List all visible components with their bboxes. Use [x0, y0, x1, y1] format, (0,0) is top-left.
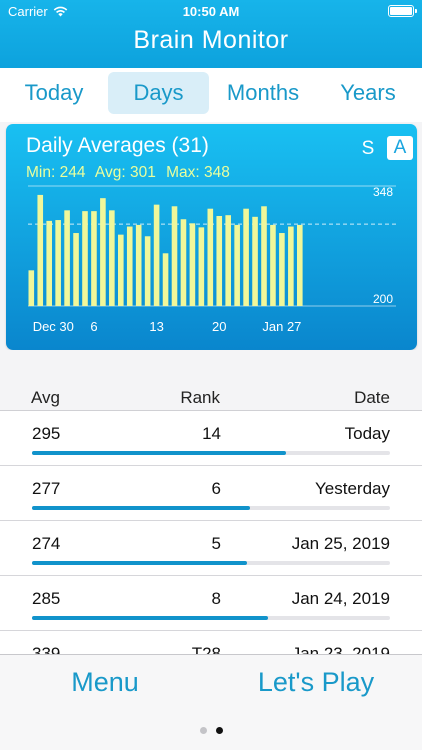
chart-bar-24 — [243, 208, 249, 306]
period-tabs: Today Days Months Years — [0, 68, 422, 122]
stat-min: Min: 244 — [26, 164, 86, 181]
header-date: Date — [354, 388, 390, 407]
chart-bar-4 — [64, 210, 70, 306]
chart-bar-10 — [118, 234, 124, 306]
row-avg: 274 — [32, 534, 61, 553]
chart-bar-23 — [234, 224, 240, 306]
daily-list[interactable]: 295 14 Today 277 6 Yesterday 274 5 Jan 2… — [0, 410, 422, 654]
y-tick-label-max: 348 — [373, 185, 393, 199]
tab-years[interactable]: Years — [340, 80, 396, 105]
chart-bar-25 — [252, 216, 258, 306]
list-row-3[interactable]: 285 8 Jan 24, 2019 — [0, 576, 422, 631]
page-dot-1[interactable] — [199, 727, 207, 734]
chart-bar-1 — [37, 194, 44, 306]
chart-bar-17 — [180, 219, 187, 306]
x-tick-label-4: Jan 27 — [262, 319, 301, 334]
row-progress-track — [32, 561, 390, 565]
status-time: 10:50 AM — [182, 4, 240, 19]
row-progress-bar — [32, 506, 251, 510]
chart-bar-29 — [288, 226, 294, 306]
page-dot-2[interactable] — [215, 727, 223, 734]
y-tick-label-min: 200 — [373, 292, 393, 306]
chart-bar-22 — [225, 215, 231, 306]
row-rank: 8 — [211, 589, 221, 608]
chart-bar-15 — [162, 253, 169, 306]
header-bar: Carrier 10:50 AM Brain Monitor — [0, 0, 422, 68]
row-avg: 285 — [32, 589, 61, 608]
chart-bar-8 — [100, 198, 106, 306]
chart-bar-13 — [144, 236, 151, 306]
chart-bar-2 — [46, 220, 52, 306]
row-date: Yesterday — [315, 479, 390, 498]
chart-bar-26 — [261, 206, 267, 306]
stat-avg: Avg: 301 — [94, 164, 156, 181]
chart-bar-0 — [28, 270, 35, 306]
list-header: Avg Rank Date — [0, 380, 422, 410]
row-avg: 277 — [32, 479, 61, 498]
chart-bar-18 — [189, 223, 196, 306]
chart-bar-30 — [297, 224, 303, 306]
header-avg: Avg — [31, 388, 60, 407]
row-rank: 5 — [211, 534, 221, 553]
row-avg: 339 — [32, 644, 61, 654]
row-progress-bar — [32, 616, 269, 620]
status-bar: Carrier 10:50 AM — [0, 0, 422, 22]
chart-bar-28 — [279, 233, 285, 306]
chart-bar-7 — [91, 211, 97, 306]
bottom-bar: Menu Let's Play — [0, 654, 422, 750]
chart-bar-9 — [109, 210, 115, 306]
daily-averages-chart: 348 200 Dec 30 6 13 20 Jan 27 — [28, 185, 396, 334]
row-rank: T28 — [191, 644, 221, 654]
app-title: Brain Monitor — [133, 26, 289, 54]
tab-days[interactable]: Days — [108, 72, 209, 114]
page-indicator[interactable] — [0, 727, 422, 734]
chart-bar-11 — [126, 226, 133, 306]
stat-max: Max: 348 — [166, 164, 230, 181]
list-row-0[interactable]: 295 14 Today — [0, 411, 422, 466]
tab-today[interactable]: Today — [24, 80, 84, 105]
chart-bar-27 — [270, 224, 276, 306]
row-progress-bar — [32, 451, 287, 455]
card-title: Daily Averages (31) — [26, 134, 209, 157]
row-avg: 295 — [32, 424, 61, 443]
x-tick-label-1: 6 — [90, 319, 97, 334]
toggle-a-button[interactable]: A — [387, 136, 413, 160]
row-rank: 14 — [202, 424, 221, 443]
chart-bar-12 — [135, 224, 142, 306]
chart-bar-3 — [55, 220, 61, 306]
row-rank: 6 — [211, 479, 221, 498]
daily-averages-card: 348 200 Dec 30 6 13 20 Jan 27 Daily Averages (… — [6, 124, 417, 350]
row-date: Jan 24, 2019 — [291, 589, 390, 608]
x-tick-label-0: Dec 30 — [33, 319, 74, 334]
row-progress-bar — [32, 561, 247, 565]
tab-months[interactable]: Months — [226, 80, 300, 105]
list-row-2[interactable]: 274 5 Jan 25, 2019 — [0, 521, 422, 576]
chart-bar-6 — [82, 211, 88, 306]
row-date: Jan 25, 2019 — [291, 534, 390, 553]
card-stats: Min: 244 Avg: 301 Max: 348 — [26, 164, 236, 182]
chart-bar-5 — [73, 233, 79, 306]
chart-bar-16 — [171, 206, 178, 306]
chart-bar-20 — [207, 208, 214, 306]
carrier-label: Carrier — [8, 4, 48, 19]
menu-button[interactable]: Menu — [71, 667, 139, 697]
battery-icon — [388, 5, 417, 17]
row-progress-track — [32, 616, 390, 620]
chart-bar-14 — [153, 204, 160, 306]
chart-bar-21 — [216, 216, 223, 306]
row-date: Jan 23, 2019 — [291, 644, 390, 654]
x-tick-label-2: 13 — [149, 319, 163, 334]
toggle-s-button[interactable]: S — [361, 138, 375, 159]
list-row-4[interactable]: 339 T28 Jan 23, 2019 — [0, 631, 422, 654]
section-gap — [0, 350, 422, 380]
row-date: Today — [344, 424, 390, 443]
header-rank: Rank — [180, 388, 220, 407]
x-tick-label-3: 20 — [212, 319, 226, 334]
list-row-1[interactable]: 277 6 Yesterday — [0, 466, 422, 521]
lets-play-button[interactable]: Let's Play — [257, 667, 375, 697]
row-progress-track — [32, 451, 390, 455]
wifi-icon — [53, 6, 67, 17]
row-progress-track — [32, 506, 390, 510]
chart-bar-19 — [198, 227, 205, 306]
